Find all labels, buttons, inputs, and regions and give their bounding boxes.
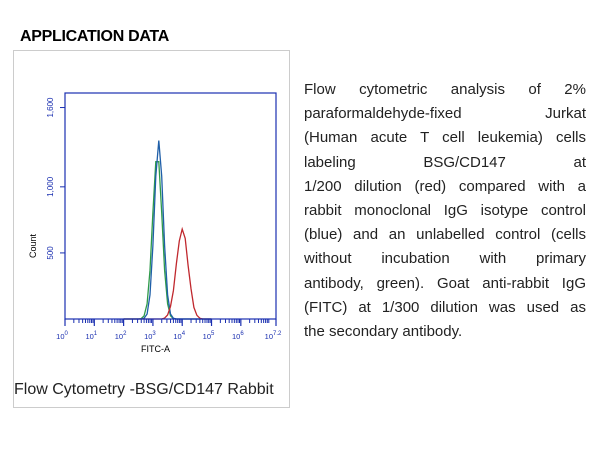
- y-axis-title: Count: [28, 234, 38, 259]
- x-tick-label: 101: [85, 331, 97, 341]
- x-tick-label: 106: [232, 331, 244, 341]
- x-tick-base: 10: [144, 332, 152, 341]
- x-tick-label: 105: [203, 331, 215, 341]
- x-tick-base: 10: [232, 332, 240, 341]
- x-tick-label: 104: [173, 331, 185, 341]
- description-line: (Human acute T cell leukemia) cells: [304, 129, 586, 147]
- x-tick-base: 10: [115, 332, 123, 341]
- caption: Flow Cytometry -BSG/CD147 Rabbit: [14, 381, 274, 398]
- description-line: without incubation with primary: [304, 250, 586, 268]
- description-line: the secondary antibody.: [304, 323, 463, 341]
- x-tick-label: 100: [56, 331, 68, 341]
- y-tick-label: 1,000: [46, 176, 55, 197]
- y-tick-label: 1,600: [46, 97, 55, 118]
- x-axis-title: FITC-A: [141, 344, 170, 354]
- description-line: (FITC) at 1/300 dilution was used as: [304, 298, 586, 316]
- x-tick-label: 102: [115, 331, 127, 341]
- y-tick-label: 500: [46, 246, 55, 260]
- x-tick-exponent: 1: [94, 331, 98, 337]
- description: Flow cytometric analysis of 2% paraformal…: [304, 78, 586, 344]
- description-line: 1/200 dilution (red) compared with a: [304, 177, 586, 195]
- description-line: antibody, green). Goat anti-rabbit IgG: [304, 274, 586, 292]
- x-tick-base: 10: [56, 332, 64, 341]
- x-tick-exponent: 3: [152, 331, 156, 337]
- x-tick-label: 103: [144, 331, 156, 341]
- x-tick-base: 10: [85, 332, 93, 341]
- description-line: rabbit monoclonal IgG isotype control: [304, 202, 586, 220]
- x-tick-exponent: 0: [65, 331, 69, 337]
- x-tick-exponent: 6: [240, 331, 244, 337]
- series-line: [123, 140, 212, 320]
- description-line: Flow cytometric analysis of 2%: [304, 81, 586, 98]
- x-tick-exponent: 5: [211, 331, 215, 337]
- section-title: APPLICATION DATA: [20, 28, 169, 45]
- x-tick-exponent: 2: [123, 331, 127, 337]
- x-tick-base: 10: [265, 332, 273, 341]
- image-panel: 500 1,000 1,600 100 101 102 103 104 105 106 107.2 F…: [13, 50, 290, 408]
- x-tick-base: 10: [173, 332, 181, 341]
- description-line: paraformaldehyde-fixed Jurkat: [304, 105, 586, 123]
- x-tick-base: 10: [203, 332, 211, 341]
- plot-frame: [64, 92, 277, 320]
- description-line: labeling BSG/CD147 at: [304, 153, 586, 171]
- description-line: (blue) and an unlabelled control (cells: [304, 226, 586, 244]
- x-tick-exponent: 7.2: [273, 331, 282, 337]
- x-tick-exponent: 4: [182, 331, 186, 337]
- x-tick-label: 107.2: [265, 331, 282, 341]
